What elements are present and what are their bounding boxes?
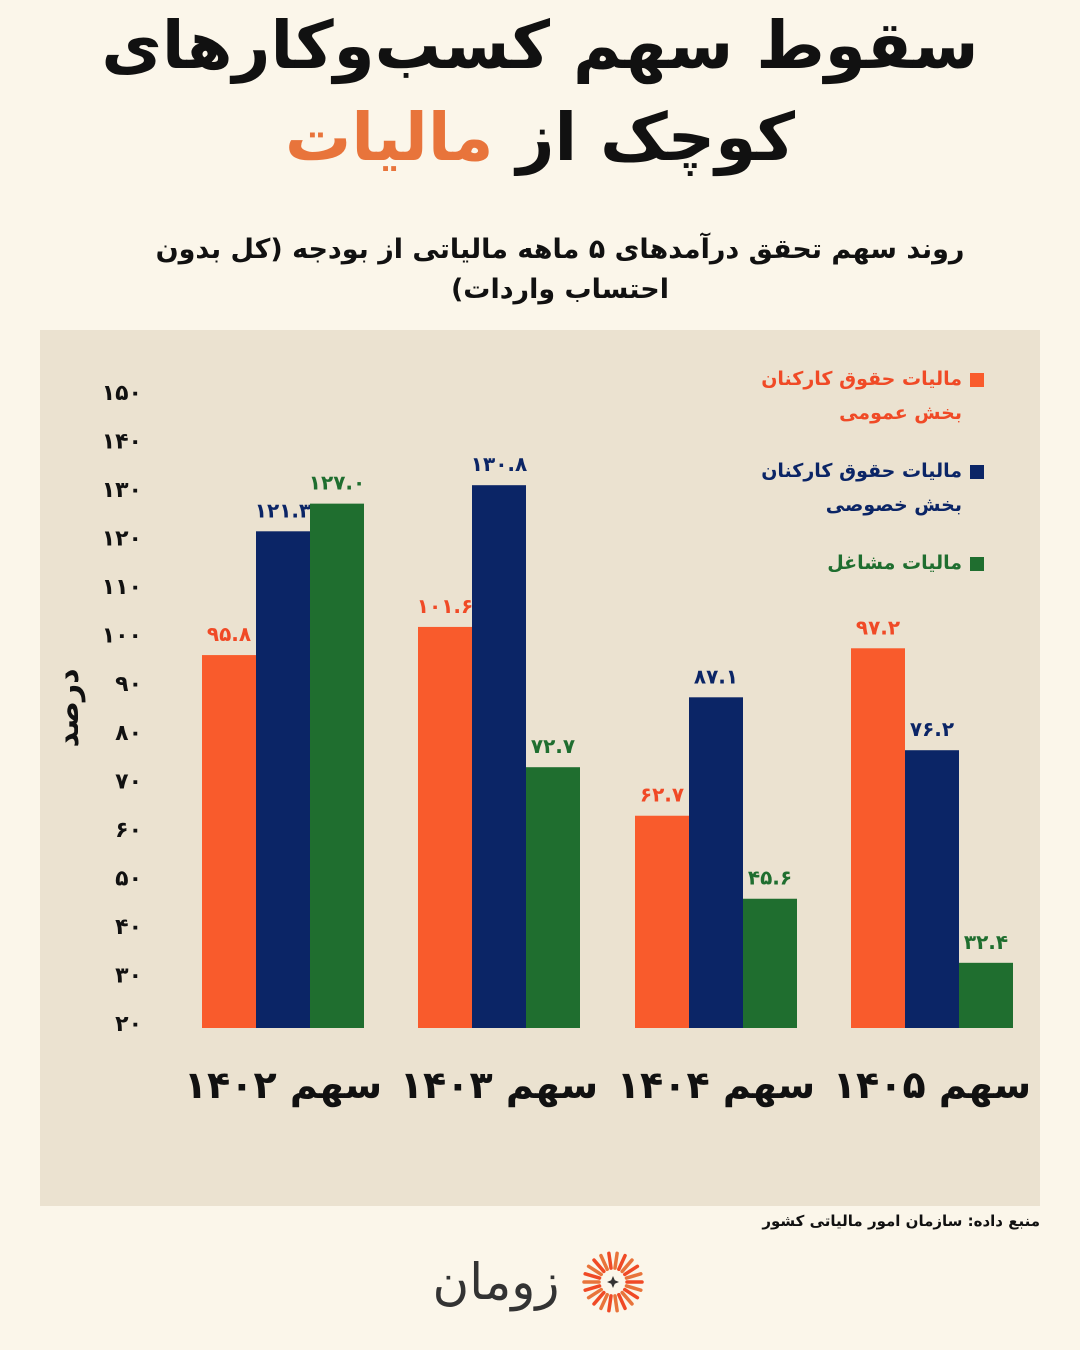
logo-ray xyxy=(606,1294,613,1313)
logo-ray xyxy=(612,1294,619,1313)
bar xyxy=(526,767,580,1028)
y-tick-label: ۱۴۰ xyxy=(102,430,142,455)
logo-ray xyxy=(606,1251,613,1270)
bar-value-label: ۸۷.۱ xyxy=(694,664,738,688)
bar-value-label: ۱۲۱.۳ xyxy=(255,498,311,522)
bar-value-label: ۱۲۷.۰ xyxy=(309,471,365,495)
legend-swatch-green xyxy=(970,557,984,571)
page-title-line1: سقوط سهم کسب‌وکارهای xyxy=(101,7,979,84)
y-tick-label: ۴۰ xyxy=(115,915,142,940)
bar xyxy=(905,750,959,1028)
bar-chart: ۲۰ ۳۰ ۴۰ ۵۰ ۶۰ ۷۰ ۸۰ ۹۰ ۱۰۰ ۱۱۰ ۱۲۰ ۱۳۰ ۱۴۰ ۱۵۰ درصد ۹۵… xyxy=(51,381,1031,1108)
y-tick-label: ۲۰ xyxy=(115,1012,142,1037)
bar-value-label: ۴۵.۶ xyxy=(748,866,792,890)
y-tick-label: ۳۰ xyxy=(115,963,142,988)
logo-ray xyxy=(598,1292,609,1311)
bar-value-label: ۳۲.۴ xyxy=(964,930,1008,954)
bar-value-label: ۷۲.۷ xyxy=(531,734,575,758)
x-category-label: سهم ۱۴۰۵ xyxy=(833,1063,1031,1108)
logo-ray xyxy=(591,1290,606,1306)
logo-ray xyxy=(619,1290,634,1306)
bar xyxy=(635,815,689,1028)
data-source-note: منبع داده: سازمان امور مالیاتی کشور xyxy=(762,1212,1040,1230)
y-tick-label: ۱۵۰ xyxy=(102,381,142,406)
logo-ray xyxy=(598,1253,609,1272)
bar xyxy=(851,648,905,1028)
logo-ray xyxy=(582,1272,601,1280)
logo-ray xyxy=(619,1258,634,1274)
bar xyxy=(472,485,526,1028)
legend-item-private-salary: مالیات حقوق کارکنان بخش خصوصی xyxy=(724,454,984,522)
legend-label: مالیات حقوق کارکنان بخش خصوصی xyxy=(761,460,962,516)
chart-panel: ۲۰ ۳۰ ۴۰ ۵۰ ۶۰ ۷۰ ۸۰ ۹۰ ۱۰۰ ۱۱۰ ۱۲۰ ۱۳۰ ۱۴۰ ۱۵۰ درصد ۹۵… xyxy=(40,330,1040,1206)
bar-value-label: ۹۵.۸ xyxy=(207,622,251,646)
bar-value-label: ۶۲.۷ xyxy=(640,783,684,807)
page-title-line2: کوچک از مالیات xyxy=(0,98,1080,178)
logo-ray xyxy=(624,1272,643,1280)
bar xyxy=(310,503,364,1029)
y-tick-label: ۱۳۰ xyxy=(102,478,142,503)
bar-value-label: ۷۶.۲ xyxy=(910,717,954,741)
y-axis-label: درصد xyxy=(51,669,86,748)
bar xyxy=(202,655,256,1028)
y-tick-label: ۱۱۰ xyxy=(102,575,142,600)
logo-ray xyxy=(622,1264,639,1277)
bar xyxy=(743,898,797,1028)
logo-ray xyxy=(586,1264,603,1277)
legend-label: مالیات مشاغل xyxy=(827,552,962,574)
y-tick-label: ۱۰۰ xyxy=(102,624,142,649)
bar-value-label: ۱۳۰.۸ xyxy=(471,452,527,476)
legend-item-public-salary: مالیات حقوق کارکنان بخش عمومی xyxy=(724,362,984,430)
x-category-label: سهم ۱۴۰۳ xyxy=(400,1063,598,1108)
legend-label: مالیات حقوق کارکنان بخش عمومی xyxy=(761,368,962,424)
chart-legend: مالیات حقوق کارکنان بخش عمومی مالیات حقو… xyxy=(724,362,984,604)
logo-ray xyxy=(612,1251,619,1270)
logo-ray xyxy=(624,1284,643,1292)
logo-ray xyxy=(622,1287,639,1300)
bar xyxy=(256,531,310,1028)
y-tick-label: ۸۰ xyxy=(115,721,142,746)
y-tick-label: ۵۰ xyxy=(115,866,142,891)
y-tick-label: ۱۲۰ xyxy=(102,527,142,552)
y-tick-label: ۹۰ xyxy=(115,672,142,697)
x-category-label: سهم ۱۴۰۲ xyxy=(184,1063,382,1108)
sunburst-logo-icon xyxy=(581,1251,644,1313)
bar-value-label: ۱۰۱.۶ xyxy=(417,594,473,618)
brand-footer: زومان xyxy=(0,1242,1080,1322)
y-tick-label: ۶۰ xyxy=(115,818,142,843)
legend-swatch-orange xyxy=(970,373,984,387)
bar-value-label: ۹۷.۲ xyxy=(856,615,900,639)
x-category-label: سهم ۱۴۰۴ xyxy=(617,1063,815,1108)
logo-ray xyxy=(591,1258,606,1274)
bar xyxy=(689,697,743,1028)
title-accent: مالیات xyxy=(285,99,494,176)
legend-swatch-navy xyxy=(970,465,984,479)
logo-ray xyxy=(586,1287,603,1300)
logo-ray xyxy=(616,1292,627,1311)
logo-ray xyxy=(582,1284,601,1292)
chart-subtitle: روند سهم تحقق درآمدهای ۵ ماهه مالیاتی از… xyxy=(155,234,965,305)
legend-item-business: مالیات مشاغل xyxy=(724,546,984,580)
bar xyxy=(959,962,1013,1028)
logo-ray xyxy=(616,1253,627,1272)
bar xyxy=(418,626,472,1028)
y-tick-label: ۷۰ xyxy=(115,769,142,794)
title-prefix: کوچک از xyxy=(516,99,795,176)
brand-name: زومان xyxy=(432,1253,560,1311)
